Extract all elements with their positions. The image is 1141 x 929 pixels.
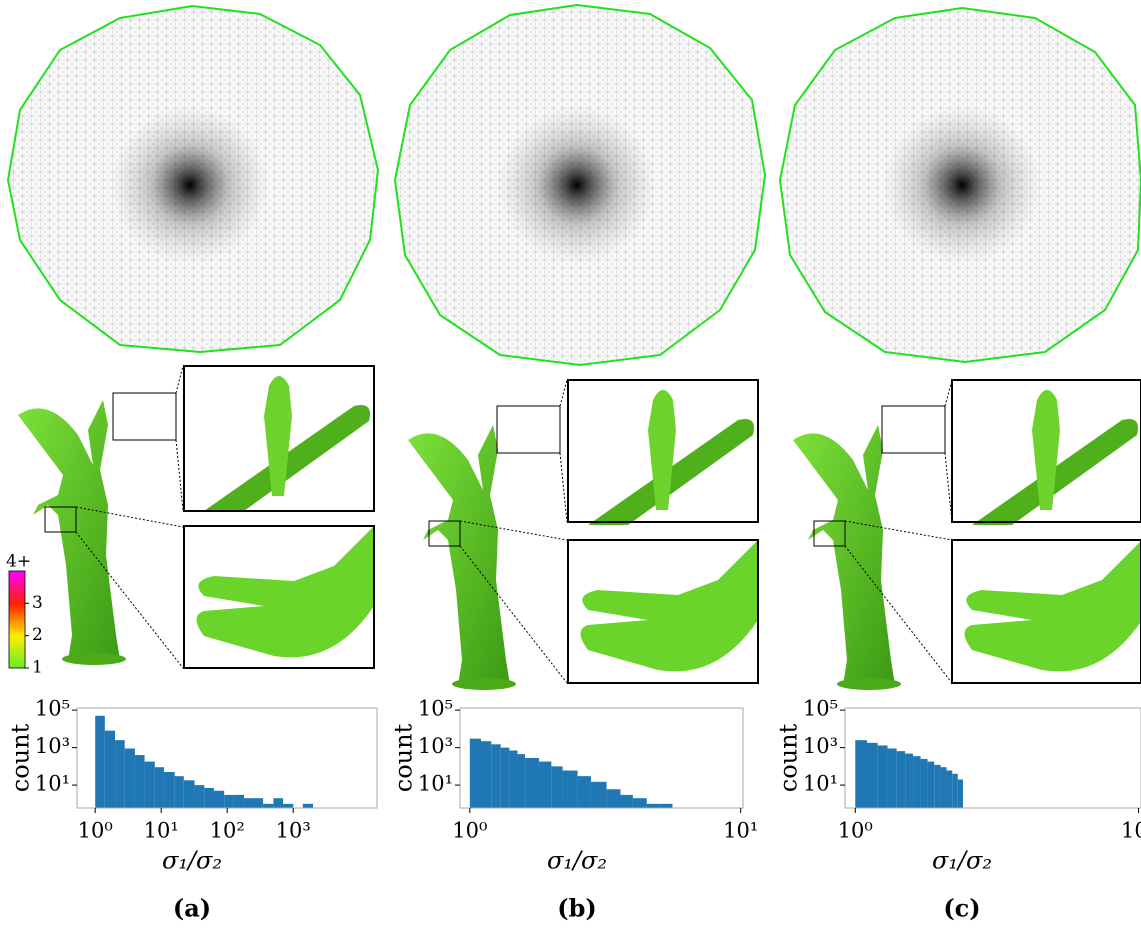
plot-frame <box>844 707 1141 809</box>
colorbar-label: 3 <box>32 593 43 613</box>
colorbar-label: 4+ <box>6 552 31 572</box>
bar <box>282 803 294 808</box>
y-axis-label: count <box>7 723 35 792</box>
y-tick-label: 10⁵ <box>803 697 838 721</box>
bar <box>213 790 225 808</box>
bar <box>551 766 563 808</box>
bar <box>491 744 501 808</box>
y-tick-label: 10⁵ <box>35 697 70 721</box>
x-tick-label: 10³ <box>276 819 311 843</box>
bar <box>927 761 935 808</box>
panel-label: (a) <box>173 894 211 923</box>
bar <box>163 772 175 808</box>
statue-b <box>408 379 759 690</box>
bar <box>273 798 283 808</box>
bar <box>144 761 155 808</box>
bar <box>500 747 510 808</box>
bar <box>562 770 578 808</box>
bar <box>590 781 607 808</box>
bar <box>632 798 647 808</box>
panel-label: (c) <box>943 894 980 923</box>
bar <box>940 767 947 808</box>
bar <box>224 794 234 808</box>
plot-frame <box>459 707 744 809</box>
x-axis-label: σ₁/σ₂ <box>162 847 222 875</box>
bar <box>134 755 145 808</box>
bar <box>517 754 526 808</box>
bar <box>659 803 673 808</box>
mesh-c <box>778 6 1141 364</box>
x-tick-label: 10⁰ <box>452 819 487 843</box>
statue-a <box>18 365 375 671</box>
bar <box>183 780 195 808</box>
y-tick-label: 10¹ <box>35 772 70 796</box>
bar <box>952 773 958 808</box>
bar <box>646 803 660 808</box>
bar <box>302 803 314 808</box>
y-tick-label: 10¹ <box>803 772 838 796</box>
bar <box>95 715 105 808</box>
statue-c <box>793 379 1141 690</box>
bar <box>606 789 621 808</box>
y-tick-label: 10¹ <box>418 772 453 796</box>
bar <box>194 785 205 808</box>
bar <box>174 776 184 808</box>
x-tick-label: 10⁰ <box>78 819 113 843</box>
bar <box>233 794 245 808</box>
bar <box>481 741 492 808</box>
bar <box>896 751 906 808</box>
x-tick-label: 10¹ <box>723 819 758 843</box>
bar <box>946 770 953 808</box>
bar <box>538 761 552 808</box>
bar <box>905 753 914 808</box>
y-tick-label: 10³ <box>803 734 838 758</box>
bar <box>913 756 921 808</box>
bar <box>154 767 164 808</box>
bar <box>887 748 897 808</box>
bar <box>877 745 888 808</box>
x-tick-label: 10² <box>210 819 245 843</box>
bar <box>855 740 867 808</box>
bar <box>920 758 928 808</box>
colorbar-label: 1 <box>32 658 43 678</box>
bar <box>263 803 274 808</box>
colorbar-label: 2 <box>32 625 43 645</box>
x-tick-label: 10¹ <box>1121 819 1141 843</box>
y-tick-label: 10³ <box>418 734 453 758</box>
bar <box>620 794 633 808</box>
y-tick-label: 10³ <box>35 734 70 758</box>
x-tick-label: 10⁰ <box>838 819 873 843</box>
bar <box>115 740 125 808</box>
bar <box>957 779 963 808</box>
y-axis-label: count <box>775 723 803 792</box>
x-axis-label: σ₁/σ₂ <box>547 847 607 875</box>
bar <box>866 742 878 808</box>
bar <box>577 776 591 808</box>
mesh-a <box>6 4 380 354</box>
x-tick-label: 10¹ <box>144 819 179 843</box>
y-axis-label: count <box>390 723 418 792</box>
panel-label: (b) <box>557 894 597 923</box>
bar <box>469 738 482 808</box>
bar <box>124 748 135 808</box>
bar <box>104 730 116 808</box>
y-tick-label: 10⁵ <box>418 697 453 721</box>
colorbar <box>8 570 26 669</box>
x-axis-label: σ₁/σ₂ <box>932 847 992 875</box>
mesh-b <box>393 3 767 367</box>
bar <box>244 798 254 808</box>
bar <box>204 788 214 808</box>
bar <box>509 750 518 808</box>
bar <box>934 764 941 808</box>
bar <box>525 757 539 808</box>
bar <box>253 798 264 808</box>
